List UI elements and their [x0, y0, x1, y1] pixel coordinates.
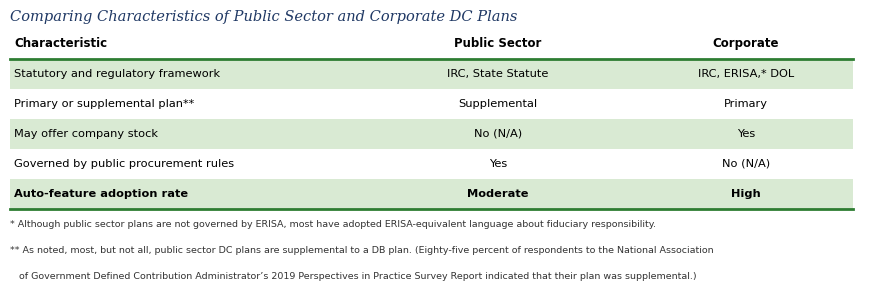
Text: of Government Defined Contribution Administrator’s 2019 Perspectives in Practice: of Government Defined Contribution Admin… — [10, 272, 697, 281]
Text: Auto-feature adoption rate: Auto-feature adoption rate — [14, 189, 188, 199]
Text: Yes: Yes — [737, 129, 755, 139]
Bar — [10, 59, 853, 89]
Text: No (N/A): No (N/A) — [722, 159, 770, 169]
Text: Governed by public procurement rules: Governed by public procurement rules — [14, 159, 234, 169]
Bar — [10, 179, 853, 209]
Text: Primary or supplemental plan**: Primary or supplemental plan** — [14, 99, 194, 109]
Text: Corporate: Corporate — [713, 37, 779, 50]
Bar — [10, 119, 853, 149]
Text: Public Sector: Public Sector — [454, 37, 542, 50]
Text: IRC, State Statute: IRC, State Statute — [447, 69, 548, 79]
Text: Primary: Primary — [724, 99, 768, 109]
Text: High: High — [731, 189, 761, 199]
Text: May offer company stock: May offer company stock — [14, 129, 158, 139]
Text: Statutory and regulatory framework: Statutory and regulatory framework — [14, 69, 220, 79]
Text: ** As noted, most, but not all, public sector DC plans are supplemental to a DB : ** As noted, most, but not all, public s… — [10, 246, 713, 255]
Text: Supplemental: Supplemental — [458, 99, 537, 109]
Text: IRC, ERISA,* DOL: IRC, ERISA,* DOL — [697, 69, 794, 79]
Text: Characteristic: Characteristic — [14, 37, 107, 50]
Text: Comparing Characteristics of Public Sector and Corporate DC Plans: Comparing Characteristics of Public Sect… — [10, 10, 517, 24]
Text: * Although public sector plans are not governed by ERISA, most have adopted ERIS: * Although public sector plans are not g… — [10, 220, 656, 229]
Text: Yes: Yes — [489, 159, 507, 169]
Text: Moderate: Moderate — [467, 189, 529, 199]
Text: No (N/A): No (N/A) — [474, 129, 522, 139]
